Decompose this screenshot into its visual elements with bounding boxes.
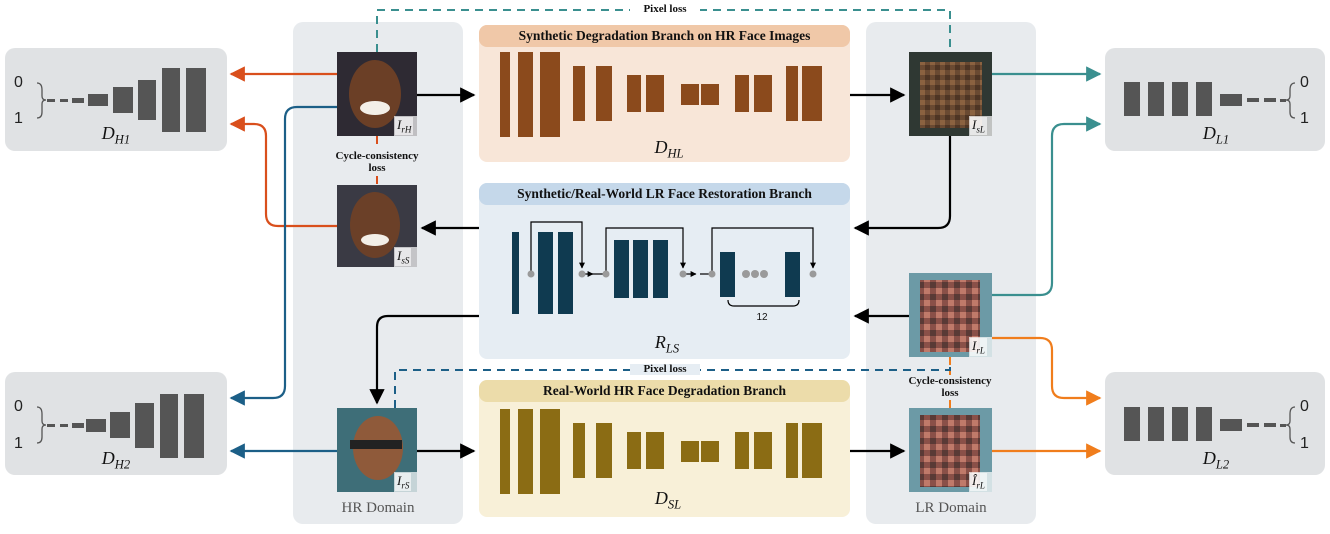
cycle-loss-lr-line1: Cycle-consistency xyxy=(908,375,992,387)
discriminator-dl2-box xyxy=(1105,372,1325,475)
dsl-label: DSL xyxy=(654,488,682,512)
red-arrows xyxy=(229,66,337,228)
discriminator-dl1-box xyxy=(1105,48,1325,151)
dl2-label: DL2 xyxy=(1202,448,1230,472)
dhl-label: DHL xyxy=(654,137,684,161)
repeat-count: 12 xyxy=(756,312,768,323)
dl1-blocks xyxy=(1124,82,1286,116)
dl1-tick-one: 1 xyxy=(1300,110,1309,127)
pixel-loss-top-label: Pixel loss xyxy=(630,4,700,15)
dh1-tick-zero: 0 xyxy=(14,74,23,91)
irl-hat-label: ÎrL xyxy=(970,473,987,491)
dl1-label: DL1 xyxy=(1202,123,1230,147)
synthetic-degradation-box xyxy=(479,25,850,162)
synthetic-degradation-titlebar xyxy=(479,25,850,47)
irl-label: IrL xyxy=(970,338,987,356)
hr-domain-panel xyxy=(293,22,463,524)
dl2-tick-one: 1 xyxy=(1300,435,1309,452)
irs-label: IrS xyxy=(395,473,412,491)
orange-arrows xyxy=(992,336,1102,459)
restoration-title: Synthetic/Real-World LR Face Restoration… xyxy=(517,186,812,201)
dl2-blocks xyxy=(1124,407,1286,441)
dl1-tick-zero: 0 xyxy=(1300,74,1309,91)
cycle-loss-hr-line2: loss xyxy=(368,162,386,174)
pixel-loss-mid-label: Pixel loss xyxy=(630,364,700,375)
real-degradation-box xyxy=(479,380,850,517)
rls-network-blocks xyxy=(512,221,817,314)
synthetic-degradation-title: Synthetic Degradation Branch on HR Face … xyxy=(518,28,811,43)
cycle-loss-hr-line1: Cycle-consistency xyxy=(335,150,419,162)
hr-domain-label: HR Domain xyxy=(341,500,415,516)
dsl-network-blocks xyxy=(500,409,822,494)
dh2-blocks xyxy=(47,394,204,458)
iss-label: IsS xyxy=(395,248,412,266)
dhl-network-blocks xyxy=(500,52,822,137)
real-degradation-title: Real-World HR Face Degradation Branch xyxy=(543,383,786,398)
isl-label: IsL xyxy=(970,117,987,135)
rls-label: RLS xyxy=(654,332,680,356)
irh-label: IrH xyxy=(395,117,414,135)
dh1-blocks xyxy=(47,68,206,132)
dl2-tick-zero: 0 xyxy=(1300,398,1309,415)
blue-arrows xyxy=(229,105,337,459)
dh2-label: DH2 xyxy=(101,448,131,472)
real-degradation-titlebar xyxy=(479,380,850,402)
braces xyxy=(36,82,1296,444)
cycle-loss-lr-line2: loss xyxy=(941,387,959,399)
teal-arrows xyxy=(992,66,1102,297)
flow-arrows xyxy=(369,87,952,459)
dh1-label: DH1 xyxy=(101,123,131,147)
dh2-tick-zero: 0 xyxy=(14,398,23,415)
dh2-tick-one: 1 xyxy=(14,435,23,452)
dh1-tick-one: 1 xyxy=(14,110,23,127)
restoration-titlebar xyxy=(479,183,850,205)
lr-domain-label: LR Domain xyxy=(915,500,987,516)
